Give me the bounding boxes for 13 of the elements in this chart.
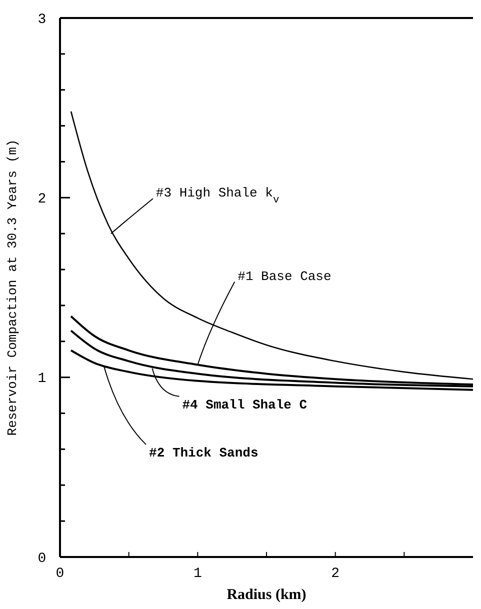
annotation: #4 Small Shale C	[182, 397, 308, 412]
y-tick-label: 1	[38, 371, 46, 388]
annotation: #2 Thick Sands	[149, 446, 258, 461]
y-tick-label: 2	[38, 192, 46, 208]
y-axis-title: Reservoir Compaction at 30.3 Years (m)	[5, 139, 20, 436]
x-tick-label: 1	[193, 566, 202, 582]
y-tick-label: 0	[38, 550, 46, 567]
annotation: #3 High Shale k$_{v}$	[156, 186, 280, 207]
y-tick-label: 3	[38, 12, 46, 28]
x-tick-label: 2	[331, 566, 340, 582]
x-tick-label: 0	[56, 566, 64, 582]
annotation: #1 Base Case	[238, 268, 332, 284]
x-axis-title: Radius (km)	[226, 587, 306, 603]
